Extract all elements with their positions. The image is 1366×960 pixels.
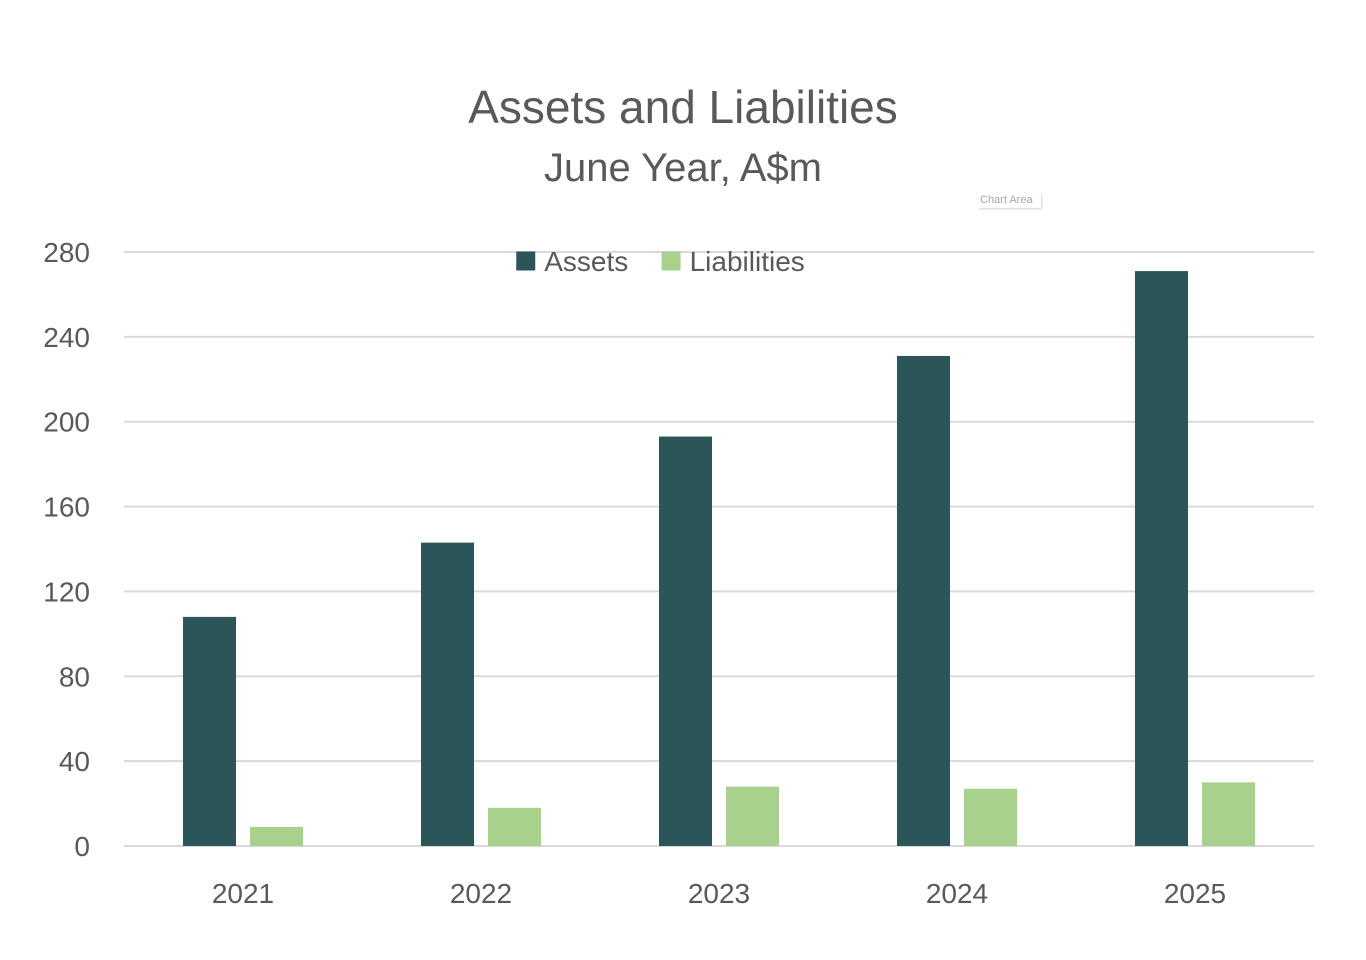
y-tick-label: 80 — [59, 661, 90, 692]
chart-subtitle: June Year, A$m — [543, 146, 822, 190]
y-tick-label: 200 — [43, 407, 90, 438]
bar-liabilities-2021[interactable] — [250, 826, 303, 846]
x-tick-label: 2025 — [1164, 878, 1226, 909]
bar-liabilities-2024[interactable] — [964, 788, 1017, 846]
bar-assets-2022[interactable] — [421, 542, 474, 846]
x-axis-ticks: 2021 2022 2023 2024 2025 — [212, 878, 1226, 909]
gridlines — [124, 251, 1314, 847]
legend-label: Liabilities — [690, 246, 805, 277]
bar-liabilities-2025[interactable] — [1202, 782, 1255, 846]
bar-assets-2023[interactable] — [659, 436, 712, 846]
chart-title: Assets and Liabilities — [468, 81, 898, 133]
y-tick-label: 280 — [43, 237, 90, 268]
legend: Assets Liabilities — [516, 246, 805, 277]
y-tick-label: 40 — [59, 746, 90, 777]
bars — [183, 271, 1255, 846]
legend-label: Assets — [544, 246, 628, 277]
bar-assets-2024[interactable] — [897, 355, 950, 846]
x-tick-label: 2023 — [688, 878, 750, 909]
legend-item-assets[interactable]: Assets — [516, 246, 628, 277]
bar-liabilities-2022[interactable] — [488, 807, 541, 846]
y-tick-label: 160 — [43, 492, 90, 523]
bar-liabilities-2023[interactable] — [726, 786, 779, 846]
legend-swatch — [661, 251, 681, 271]
y-tick-label: 240 — [43, 322, 90, 353]
chart-area-tooltip: Chart Area — [978, 193, 1041, 208]
x-tick-label: 2024 — [926, 878, 988, 909]
x-tick-label: 2021 — [212, 878, 274, 909]
bar-assets-2021[interactable] — [183, 616, 236, 846]
x-tick-label: 2022 — [450, 878, 512, 909]
y-tick-label: 120 — [43, 576, 90, 607]
bar-assets-2025[interactable] — [1135, 271, 1188, 846]
legend-item-liabilities[interactable]: Liabilities — [661, 246, 805, 277]
y-axis-ticks: 0 40 80 120 160 200 240 280 — [43, 237, 90, 862]
y-tick-label: 0 — [74, 831, 90, 862]
legend-swatch — [516, 251, 536, 271]
